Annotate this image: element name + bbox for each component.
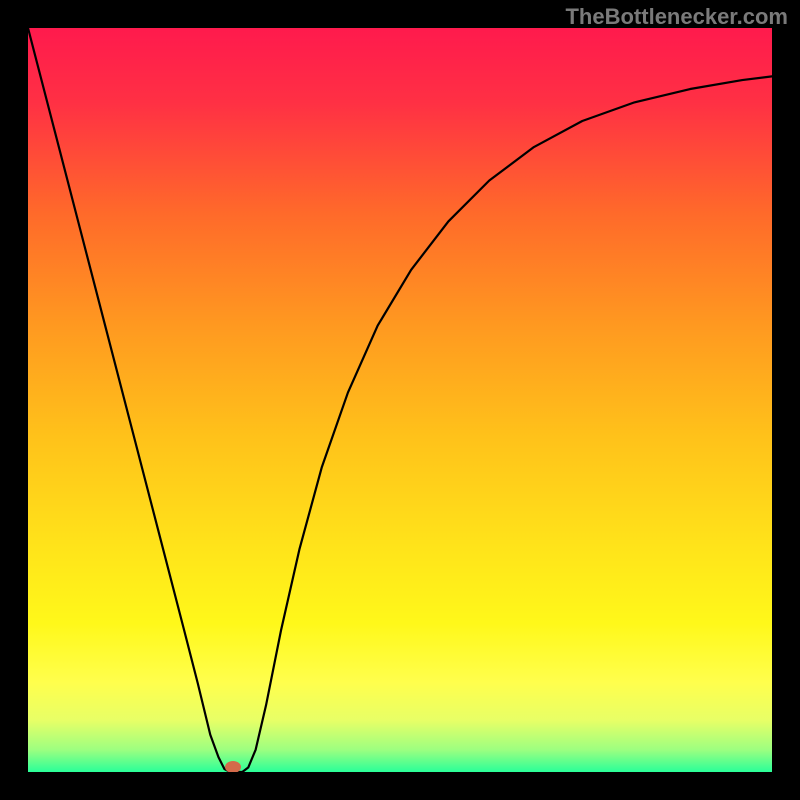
watermark-text: TheBottlenecker.com xyxy=(565,4,788,30)
plot-area xyxy=(28,28,772,772)
curve xyxy=(28,28,772,772)
outer-frame: TheBottlenecker.com xyxy=(0,0,800,800)
optimum-marker xyxy=(225,761,241,772)
